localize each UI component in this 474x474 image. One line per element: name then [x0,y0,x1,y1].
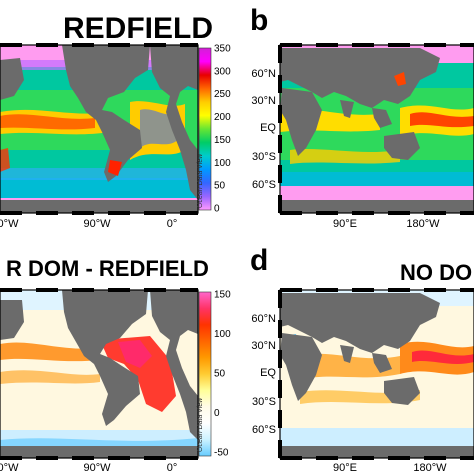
colorbar-tick-label: 150 [214,290,231,301]
panel-c-map [0,290,198,458]
panel-b-lon-tick: 90°E [333,218,357,230]
panel-b-letter: b [250,4,268,37]
panel-a-colorbar [198,47,212,211]
panel-d-lat-tick: 30°N [251,340,276,352]
colorbar-tick-label: 350 [214,44,231,55]
panel-c-colorbar [198,291,212,457]
panel-b: b 60°N 30°N [250,4,474,230]
colorbar-tick-label: 0 [214,408,220,419]
panel-d-lat-tick: 60°S [252,424,276,436]
panel-a-map [0,45,198,213]
panel-c: R DOM - REDFIELD 0°W 90°W 0° 150 100 50 0 -5… [0,256,231,474]
panel-c-lon-tick: 0° [167,462,178,474]
panel-d-lat-tick: 30°S [252,396,276,408]
colorbar-tick-label: 0 [214,204,220,215]
panel-a-colorbar-ticks: 350 300 250 200 150 100 50 0 [214,44,231,215]
panel-d-title: NO DO [400,260,472,285]
panel-b-lat-tick: 60°N [251,68,276,80]
panel-b-lat-tick: EQ [260,122,276,134]
panel-b-map [280,45,474,213]
colorbar-tick-label: 200 [214,112,231,123]
panel-c-title: R DOM - REDFIELD [6,256,209,281]
panel-d-lon-tick: 180°W [413,462,447,474]
panel-d-lat-tick: 60°N [251,313,276,325]
panel-d-lat-tick: EQ [260,367,276,379]
panel-a-lon-tick: 90°W [83,218,111,230]
colorbar-tick-label: 50 [214,181,226,192]
colorbar-tick-label: 300 [214,66,231,77]
panel-b-lat-tick: 30°S [252,151,276,163]
colorbar-tick-label: 100 [214,329,231,340]
panel-b-lat-tick: 60°S [252,179,276,191]
panel-c-watermark: Ocean Data View [197,397,204,452]
colorbar-tick-label: 100 [214,158,231,169]
colorbar-tick-label: 150 [214,135,231,146]
panel-b-lat-tick: 30°N [251,95,276,107]
panel-d-map [280,290,474,458]
panel-d: d NO DO 60°N 30°N EQ 30°S 60°S 90°E [250,244,474,474]
panel-a-watermark: Ocean Data View [197,153,204,208]
panel-b-lon-tick: 180°W [406,218,440,230]
colorbar-tick-label: 250 [214,89,231,100]
panel-a: REDFIELD [0,12,231,230]
panel-c-colorbar-ticks: 150 100 50 0 -50 [214,290,231,459]
panel-d-letter: d [250,244,268,277]
colorbar-tick-label: -50 [214,448,229,459]
panel-a-lon-tick: 0° [167,218,178,230]
panel-a-lon-tick: 0°W [0,218,19,230]
panel-c-lon-tick: 90°W [83,462,111,474]
panel-a-title: REDFIELD [63,12,213,45]
panel-d-lon-tick: 90°E [333,462,357,474]
panel-c-lon-tick: 0°W [0,462,19,474]
colorbar-tick-label: 50 [214,369,226,380]
